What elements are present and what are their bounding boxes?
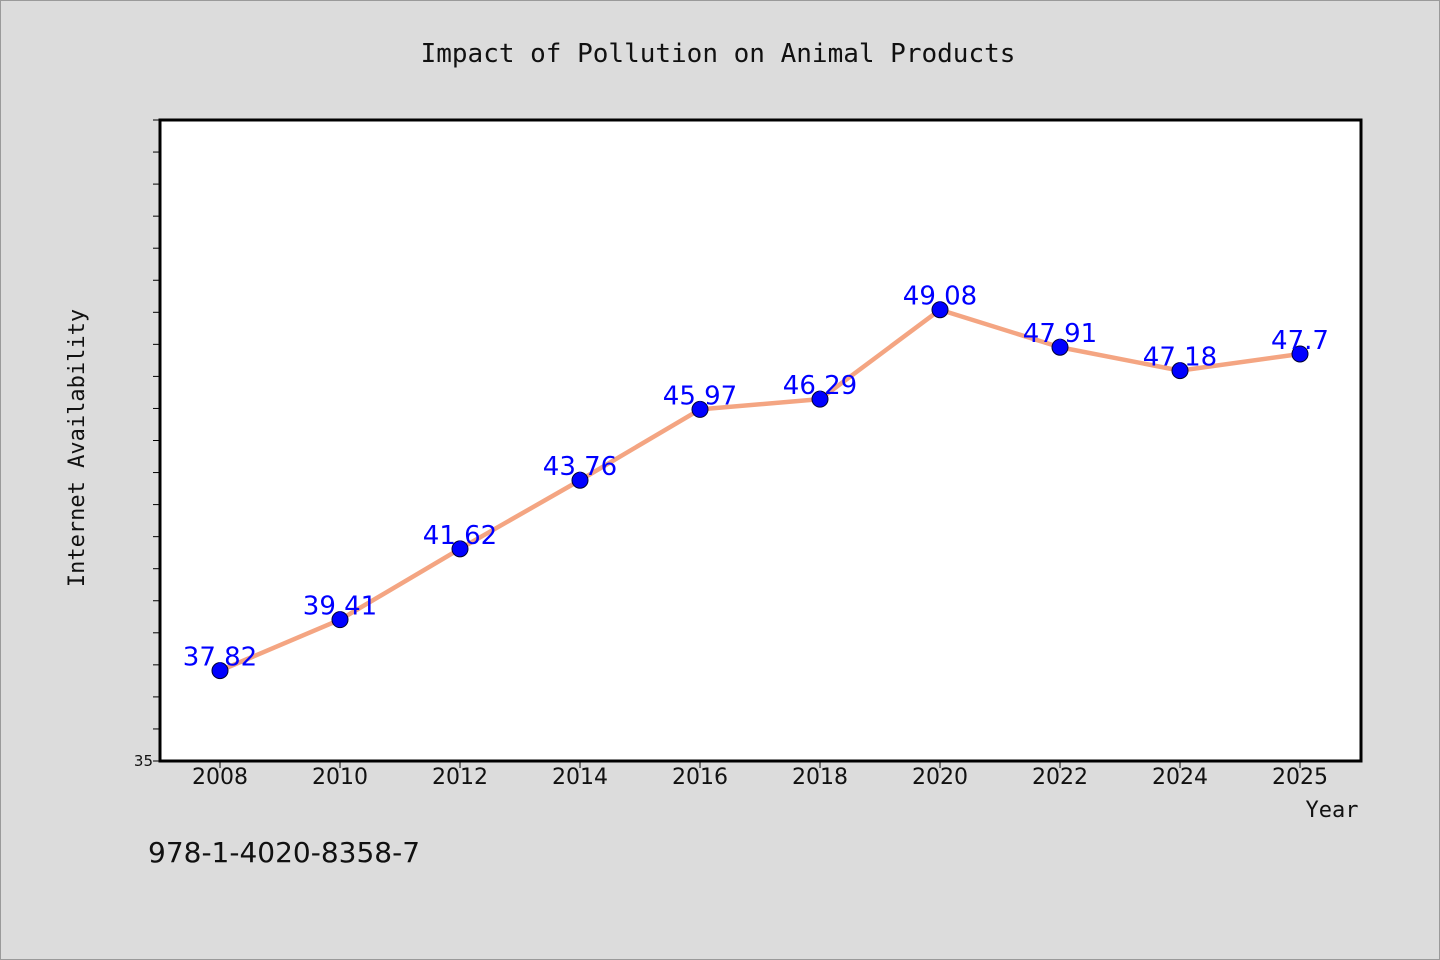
data-label-2022: 47.91 bbox=[1023, 319, 1097, 349]
plot-area bbox=[160, 120, 1361, 761]
data-point-2024 bbox=[1171, 362, 1189, 380]
data-point-2020 bbox=[931, 301, 949, 319]
data-point-2014 bbox=[571, 471, 589, 489]
data-point-2018 bbox=[811, 390, 829, 408]
x-tick-label-2018: 2018 bbox=[792, 765, 848, 790]
x-tick-label-2022: 2022 bbox=[1032, 765, 1088, 790]
x-tick-label-2012: 2012 bbox=[432, 765, 488, 790]
data-point-2022 bbox=[1051, 338, 1069, 356]
y-axis-label: Internet Availability bbox=[65, 309, 90, 587]
data-point-2010 bbox=[331, 611, 349, 629]
data-label-2024: 47.18 bbox=[1143, 343, 1217, 373]
plot-frame bbox=[158, 118, 1363, 763]
data-point-2016 bbox=[691, 400, 709, 418]
data-label-2020: 49.08 bbox=[903, 282, 977, 312]
x-axis-ticks: 2008 2010 2012 2014 2016 2018 2020 2022 2024 2025 bbox=[192, 761, 1328, 790]
data-label-2008: 37.82 bbox=[183, 643, 257, 673]
data-labels: 37.82 39.41 41.62 43.76 45.97 46.29 49.08 47.91… bbox=[183, 282, 1329, 673]
data-label-2014: 43.76 bbox=[543, 452, 617, 482]
x-tick-label-2020: 2020 bbox=[912, 765, 968, 790]
x-axis-label: Year bbox=[1306, 798, 1359, 823]
data-point-2008 bbox=[211, 662, 229, 680]
data-markers bbox=[211, 301, 1309, 680]
x-tick-label-2016: 2016 bbox=[672, 765, 728, 790]
x-tick-label-2024: 2024 bbox=[1152, 765, 1208, 790]
chart-title: Impact of Pollution on Animal Products bbox=[421, 39, 1016, 69]
data-point-2025 bbox=[1291, 345, 1309, 363]
x-tick-label-2010: 2010 bbox=[312, 765, 368, 790]
data-label-2010: 39.41 bbox=[303, 592, 377, 622]
series-line-group bbox=[217, 307, 1303, 673]
x-tick-label-2025: 2025 bbox=[1272, 765, 1328, 790]
x-tick-label-2008: 2008 bbox=[192, 765, 248, 790]
data-label-2018: 46.29 bbox=[783, 371, 857, 401]
y-tick-label-35: 35 bbox=[134, 752, 153, 770]
data-label-2012: 41.62 bbox=[423, 521, 497, 551]
data-point-2012 bbox=[451, 540, 469, 558]
isbn-text: 978-1-4020-8358-7 bbox=[148, 836, 420, 869]
data-label-2016: 45.97 bbox=[663, 381, 737, 411]
data-label-2025: 47.7 bbox=[1271, 326, 1329, 356]
series-line bbox=[217, 307, 1303, 673]
x-tick-label-2014: 2014 bbox=[552, 765, 608, 790]
